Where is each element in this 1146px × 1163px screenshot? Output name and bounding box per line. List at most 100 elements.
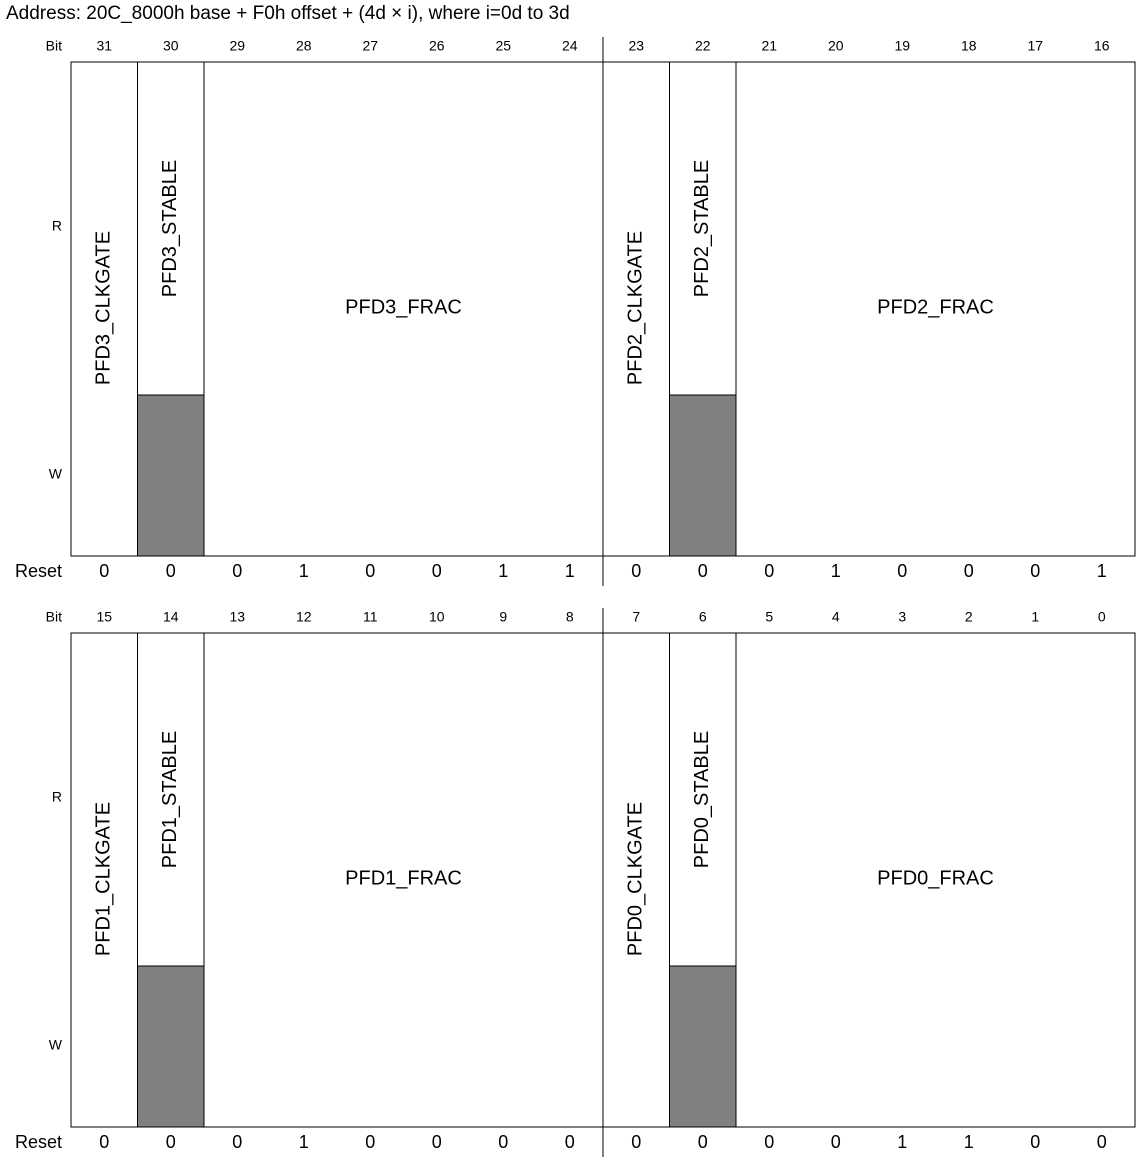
reset-value: 0 bbox=[232, 1132, 242, 1152]
reset-value: 0 bbox=[365, 561, 375, 581]
bit-number: 3 bbox=[898, 609, 906, 625]
reset-value: 1 bbox=[565, 561, 575, 581]
field-name: PFD3_FRAC bbox=[345, 296, 462, 318]
bit-number: 29 bbox=[229, 38, 245, 54]
reset-value: 0 bbox=[166, 1132, 176, 1152]
bit-number: 23 bbox=[628, 38, 644, 54]
bit-number: 6 bbox=[699, 609, 707, 625]
field-name: PFD2_FRAC bbox=[877, 296, 994, 318]
bit-number: 31 bbox=[96, 38, 112, 54]
field-name: PFD0_CLKGATE bbox=[625, 802, 647, 956]
read-row-label: R bbox=[52, 789, 62, 805]
field-cell bbox=[203, 61, 604, 557]
reset-value: 0 bbox=[99, 561, 109, 581]
reset-row-label: Reset bbox=[15, 561, 62, 581]
field-name: PFD3_CLKGATE bbox=[93, 231, 115, 385]
field-name: PFD1_STABLE bbox=[159, 731, 181, 868]
reset-value: 1 bbox=[897, 1132, 907, 1152]
reset-value: 0 bbox=[1030, 1132, 1040, 1152]
bit-row-label: Bit bbox=[46, 609, 62, 625]
reserved-cell bbox=[669, 394, 737, 557]
reset-value: 0 bbox=[432, 1132, 442, 1152]
bit-number: 16 bbox=[1094, 38, 1110, 54]
field-cell bbox=[735, 632, 1136, 1128]
bit-number: 5 bbox=[765, 609, 773, 625]
bit-number: 20 bbox=[828, 38, 844, 54]
field-cell bbox=[203, 632, 604, 1128]
reset-value: 0 bbox=[432, 561, 442, 581]
field-cell bbox=[602, 61, 670, 557]
bit-number: 14 bbox=[163, 609, 179, 625]
bit-number: 30 bbox=[163, 38, 179, 54]
reset-value: 1 bbox=[299, 1132, 309, 1152]
reset-value: 0 bbox=[166, 561, 176, 581]
reset-row-label: Reset bbox=[15, 1132, 62, 1152]
reset-value: 0 bbox=[897, 561, 907, 581]
field-name: PFD2_CLKGATE bbox=[625, 231, 647, 385]
bit-number: 1 bbox=[1031, 609, 1039, 625]
bit-number: 8 bbox=[566, 609, 574, 625]
bit-number: 24 bbox=[562, 38, 578, 54]
field-name: PFD0_FRAC bbox=[877, 867, 994, 889]
bit-number: 28 bbox=[296, 38, 312, 54]
reset-value: 0 bbox=[1030, 561, 1040, 581]
reset-value: 0 bbox=[698, 1132, 708, 1152]
field-name: PFD2_STABLE bbox=[691, 160, 713, 297]
bit-number: 15 bbox=[96, 609, 112, 625]
bit-number: 10 bbox=[429, 609, 445, 625]
bit-number: 26 bbox=[429, 38, 445, 54]
bit-number: 19 bbox=[894, 38, 910, 54]
bit-row-label: Bit bbox=[46, 38, 62, 54]
write-row-label: W bbox=[49, 466, 63, 482]
field-name: PFD3_STABLE bbox=[159, 160, 181, 297]
bit-number: 22 bbox=[695, 38, 711, 54]
address: Address: 20C_8000h base + F0h offset + (… bbox=[6, 3, 570, 24]
reset-value: 0 bbox=[698, 561, 708, 581]
field-cell bbox=[137, 61, 205, 396]
reset-value: 0 bbox=[764, 561, 774, 581]
bit-number: 12 bbox=[296, 609, 312, 625]
reset-value: 0 bbox=[1097, 1132, 1107, 1152]
bit-number: 13 bbox=[229, 609, 245, 625]
reserved-cell bbox=[669, 965, 737, 1128]
bit-number: 21 bbox=[761, 38, 777, 54]
bit-number: 11 bbox=[363, 609, 378, 625]
bit-number: 4 bbox=[832, 609, 840, 625]
field-cell bbox=[137, 632, 205, 967]
reset-value: 0 bbox=[764, 1132, 774, 1152]
bit-number: 7 bbox=[632, 609, 640, 625]
write-row-label: W bbox=[49, 1037, 63, 1053]
reset-value: 1 bbox=[964, 1132, 974, 1152]
reset-value: 0 bbox=[99, 1132, 109, 1152]
field-name: PFD1_FRAC bbox=[345, 867, 462, 889]
reset-value: 1 bbox=[299, 561, 309, 581]
reserved-cell bbox=[137, 965, 205, 1128]
field-name: PFD1_CLKGATE bbox=[93, 802, 115, 956]
bit-number: 2 bbox=[965, 609, 973, 625]
bit-number: 25 bbox=[495, 38, 511, 54]
reset-value: 0 bbox=[498, 1132, 508, 1152]
reset-value: 0 bbox=[831, 1132, 841, 1152]
reset-value: 0 bbox=[631, 561, 641, 581]
field-cell bbox=[70, 61, 138, 557]
bit-number: 18 bbox=[961, 38, 977, 54]
reset-value: 0 bbox=[631, 1132, 641, 1152]
field-cell bbox=[669, 61, 737, 396]
field-cell bbox=[735, 61, 1136, 557]
reset-value: 0 bbox=[365, 1132, 375, 1152]
field-cell bbox=[669, 632, 737, 967]
reset-value: 0 bbox=[964, 561, 974, 581]
reset-value: 1 bbox=[498, 561, 508, 581]
field-cell bbox=[602, 632, 670, 1128]
bit-number: 9 bbox=[499, 609, 507, 625]
bit-number: 0 bbox=[1098, 609, 1106, 625]
read-row-label: R bbox=[52, 218, 62, 234]
reset-value: 1 bbox=[1097, 561, 1107, 581]
reset-value: 0 bbox=[232, 561, 242, 581]
reset-value: 1 bbox=[831, 561, 841, 581]
bit-number: 17 bbox=[1027, 38, 1043, 54]
reset-value: 0 bbox=[565, 1132, 575, 1152]
reserved-cell bbox=[137, 394, 205, 557]
field-name: PFD0_STABLE bbox=[691, 731, 713, 868]
